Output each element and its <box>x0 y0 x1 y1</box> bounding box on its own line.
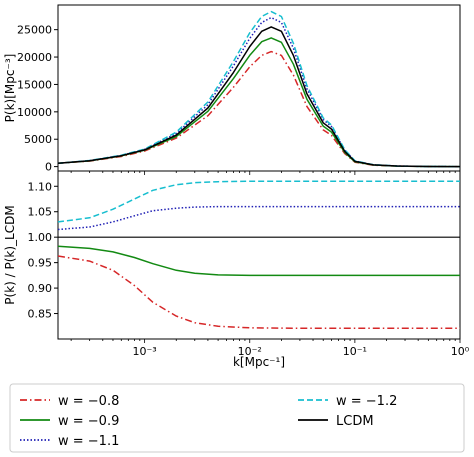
bottom-panel-frame <box>57 170 461 340</box>
top-y-tick-label: 25000 <box>17 24 52 37</box>
legend: w = −0.8 w = −0.9 w = −1.1 w = −1.2 LCDM <box>9 383 465 453</box>
bottom-y-tick-label: 0.90 <box>28 282 53 295</box>
top-series-w-minus1-2 <box>57 10 461 168</box>
bottom-x-tick-label: 10⁻² <box>238 345 262 358</box>
bottom-x-tick-label: 10⁰ <box>451 345 470 358</box>
top-y-tick-label: 10000 <box>17 106 52 119</box>
bottom-y-axis-label: P(k) / P(k)_LCDM <box>3 205 17 304</box>
legend-label-w-minus0-9: w = −0.9 <box>58 414 119 429</box>
legend-label-w-minus1-2: w = −1.2 <box>336 394 397 409</box>
bottom-x-tick-label: 10⁻¹ <box>343 345 367 358</box>
top-panel: 0 5000 10000 15000 20000 25000 P(k)[Mpc⁻³] <box>3 4 461 175</box>
top-y-tick-label: 20000 <box>17 51 52 64</box>
legend-label-lcdm: LCDM <box>336 414 374 429</box>
top-y-axis-label: P(k)[Mpc⁻³] <box>3 54 17 123</box>
x-axis-label: k[Mpc⁻¹] <box>233 355 285 369</box>
top-y-tick-label: 5000 <box>24 133 52 146</box>
bottom-y-tick-label: 0.95 <box>28 257 53 270</box>
bottom-y-tick-label: 1.05 <box>28 206 53 219</box>
bottom-y-tick-label: 1.10 <box>28 180 53 193</box>
legend-label-w-minus0-8: w = −0.8 <box>58 394 119 409</box>
bottom-y-tick-label: 1.00 <box>28 231 53 244</box>
bottom-y-tick-label: 0.85 <box>28 308 53 321</box>
bottom-series-w-minus0-9 <box>57 245 460 277</box>
top-y-tick-label: 0 <box>45 161 52 174</box>
bottom-panel: 0.85 0.90 0.95 1.00 1.05 1.10 10⁻³ 10⁻² 10⁻¹ 10⁰ k… <box>3 170 470 369</box>
legend-frame <box>9 383 465 453</box>
bottom-series-w-minus1-2 <box>57 180 460 223</box>
top-y-tick-label: 15000 <box>17 78 52 91</box>
bottom-x-tick-label: 10⁻³ <box>133 345 157 358</box>
top-series-lcdm <box>57 26 461 168</box>
legend-label-w-minus1-1: w = −1.1 <box>58 434 119 449</box>
bottom-series-w-minus0-8 <box>57 255 460 330</box>
